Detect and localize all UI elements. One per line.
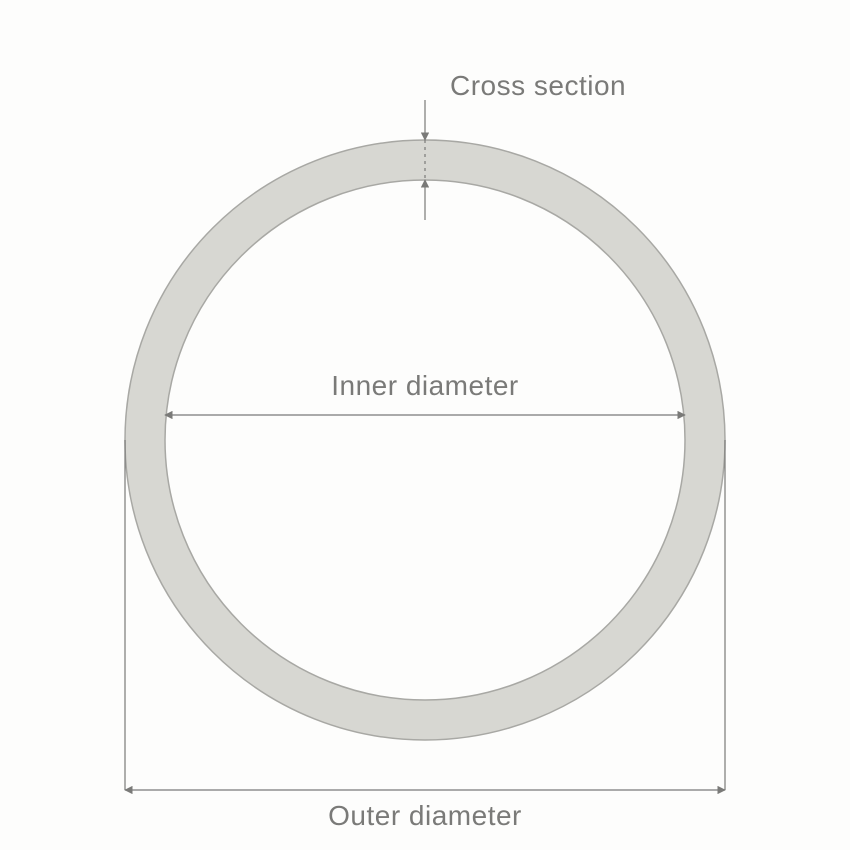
cross-section-label: Cross section — [450, 70, 626, 101]
outer-diameter-label: Outer diameter — [328, 800, 522, 831]
inner-diameter-label: Inner diameter — [331, 370, 519, 401]
ring-annulus — [125, 140, 725, 740]
ring-diagram: Cross section Inner diameter Outer diame… — [0, 0, 850, 850]
